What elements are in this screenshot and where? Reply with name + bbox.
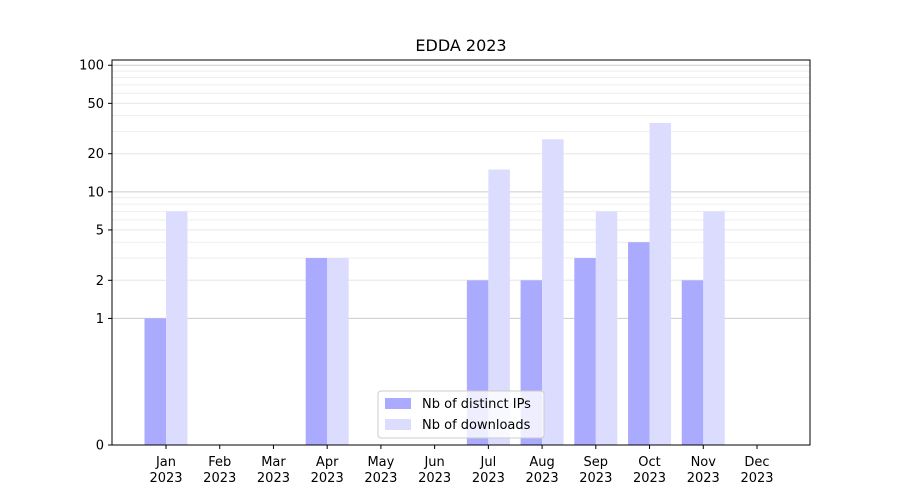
x-tick-year: 2023 (203, 471, 236, 486)
y-tick-label: 1 (96, 312, 104, 327)
x-tick-label: Dec 2023 (740, 455, 773, 486)
bar-downloads (703, 211, 725, 445)
bar-downloads (595, 211, 618, 445)
x-tick-year: 2023 (579, 471, 612, 486)
x-tick-year: 2023 (526, 471, 559, 486)
legend: Nb of distinct IPs Nb of downloads (377, 390, 545, 439)
x-tick-label: Apr 2023 (311, 455, 344, 486)
bar-downloads (327, 258, 349, 445)
x-tick-month: Sep (584, 455, 609, 470)
y-tick-label: 20 (87, 147, 104, 162)
x-tick-year: 2023 (311, 471, 344, 486)
bars (144, 122, 725, 445)
x-tick-label: May 2023 (364, 455, 397, 486)
x-tick-year: 2023 (687, 471, 720, 486)
bar-downloads (488, 169, 510, 445)
bar-distinct-ips (628, 242, 650, 445)
legend-swatch (385, 419, 411, 430)
bar-distinct-ips (305, 258, 328, 445)
x-tick-label: Sep 2023 (579, 455, 612, 486)
x-tick-year: 2023 (472, 471, 505, 486)
x-tick-month: Jul (480, 455, 497, 470)
x-tick-year: 2023 (257, 471, 290, 486)
bar-distinct-ips (681, 280, 704, 445)
x-tick-label: Aug 2023 (526, 455, 559, 486)
x-tick-month: Aug (529, 455, 554, 470)
y-tick-label: 2 (96, 274, 104, 289)
bar-downloads (166, 211, 188, 445)
x-tick-month: Feb (208, 455, 231, 470)
chart-title: EDDA 2023 (415, 36, 506, 55)
legend-box (377, 390, 545, 439)
legend-label: Nb of distinct IPs (422, 397, 531, 412)
x-tick-year: 2023 (149, 471, 182, 486)
x-tick-month: Dec (744, 455, 769, 470)
x-tick-month: Mar (261, 455, 286, 470)
bar-distinct-ips (574, 258, 596, 445)
x-tick-label: Mar 2023 (257, 455, 290, 486)
y-tick-label: 50 (87, 97, 104, 112)
x-tick-year: 2023 (740, 471, 773, 486)
x-tick-year: 2023 (418, 471, 451, 486)
x-tick-label: Nov 2023 (687, 455, 720, 486)
y-axis: 0 1 2 5 10 20 50 100 (79, 59, 112, 454)
x-tick-month: Jun (423, 455, 444, 470)
x-tick-year: 2023 (633, 471, 666, 486)
x-tick-month: Oct (638, 455, 660, 470)
y-tick-label: 5 (96, 223, 104, 238)
x-tick-label: Feb 2023 (203, 455, 236, 486)
x-tick-label: Jul 2023 (472, 455, 505, 486)
legend-label: Nb of downloads (422, 418, 531, 433)
x-tick-month: May (367, 455, 394, 470)
y-tick-label: 100 (79, 59, 104, 74)
y-tick-label: 0 (96, 439, 104, 454)
bar-downloads (542, 139, 564, 445)
x-tick-label: Jan 2023 (149, 455, 182, 486)
plot-frame (111, 59, 811, 446)
legend-swatch (385, 398, 411, 409)
x-tick-label: Oct 2023 (633, 455, 666, 486)
bar-downloads (649, 122, 672, 445)
x-tick-month: Apr (316, 455, 339, 470)
x-tick-label: Jun 2023 (418, 455, 451, 486)
x-tick-month: Nov (691, 455, 717, 470)
x-tick-year: 2023 (364, 471, 397, 486)
x-tick-month: Jan (155, 455, 176, 470)
y-tick-label: 10 (87, 185, 104, 200)
bar-distinct-ips (144, 318, 166, 445)
